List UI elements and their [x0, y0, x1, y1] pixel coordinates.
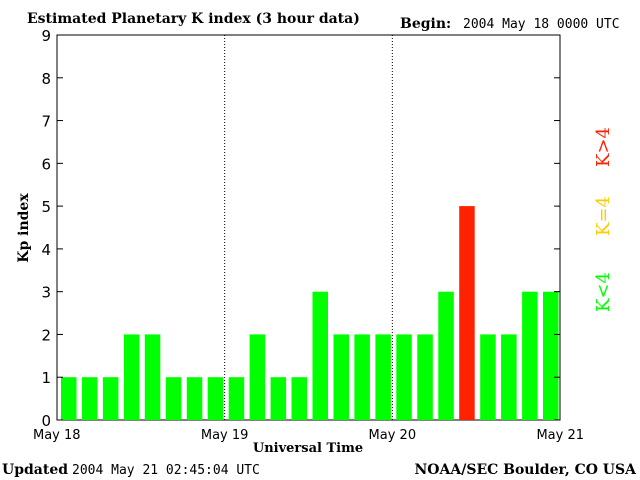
kp-bar	[82, 377, 98, 420]
kp-bar	[333, 334, 349, 420]
kp-bar	[186, 377, 203, 420]
kp-bar	[438, 291, 454, 420]
updated-value: 2004 May 21 02:45:04 UTC	[72, 463, 260, 478]
kp-bar	[375, 334, 391, 420]
kp-bar	[123, 334, 140, 420]
day-separator-lines	[224, 35, 393, 420]
kp-bar	[270, 377, 287, 420]
kp-bar	[61, 377, 77, 420]
chart-title: Estimated Planetary K index (3 hour data…	[27, 11, 360, 27]
kp-bar	[543, 291, 559, 420]
x-tick-label: May 19	[201, 428, 249, 443]
y-tick-label: 5	[41, 198, 51, 216]
y-tick-label: 3	[41, 284, 51, 302]
kp-bar	[291, 377, 307, 420]
x-axis-label: Universal Time	[253, 441, 363, 456]
kp-bar	[459, 206, 475, 420]
kp-bar	[102, 377, 119, 420]
bar-series	[61, 206, 559, 420]
kp-bar	[165, 377, 182, 420]
legend-k-below-4: K<4	[593, 272, 614, 312]
legend-k-above-4: K>4	[593, 127, 614, 167]
kp-bar	[501, 334, 517, 420]
x-tick-label: May 18	[33, 428, 81, 443]
kp-bar	[354, 334, 370, 420]
y-tick-label: 0	[41, 412, 51, 430]
x-tick-label: May 21	[536, 428, 584, 443]
y-tick-label: 4	[41, 241, 51, 259]
kp-bar	[312, 291, 328, 420]
plot-frame	[56, 34, 561, 421]
x-axis-ticks: May 18 May 19 May 20 May 21	[33, 428, 584, 443]
kp-bar	[480, 334, 496, 420]
kp-bar	[522, 291, 538, 420]
kp-bar	[417, 334, 433, 420]
source-label: NOAA/SEC Boulder, CO USA	[415, 462, 638, 478]
y-axis-label: Kp index	[16, 193, 32, 263]
kp-bar	[228, 377, 245, 420]
kp-bar	[396, 334, 412, 420]
kp-bar	[207, 377, 224, 420]
x-tick-label: May 20	[369, 428, 417, 443]
updated-label: Updated	[2, 462, 68, 478]
begin-label: Begin:	[400, 16, 451, 32]
y-tick-label: 6	[41, 155, 51, 173]
kp-bar	[249, 334, 266, 420]
begin-value: 2004 May 18 0000 UTC	[463, 17, 620, 32]
y-axis-ticks: 0 1 2 3 4 5 6 7 8 9	[41, 27, 560, 430]
y-tick-label: 8	[41, 70, 51, 88]
kp-bar	[144, 334, 161, 420]
y-tick-label: 9	[41, 27, 51, 45]
y-tick-label: 2	[41, 326, 51, 344]
y-tick-label: 7	[41, 113, 51, 131]
legend-k-equal-4: K=4	[593, 196, 614, 236]
y-tick-label: 1	[41, 369, 51, 387]
